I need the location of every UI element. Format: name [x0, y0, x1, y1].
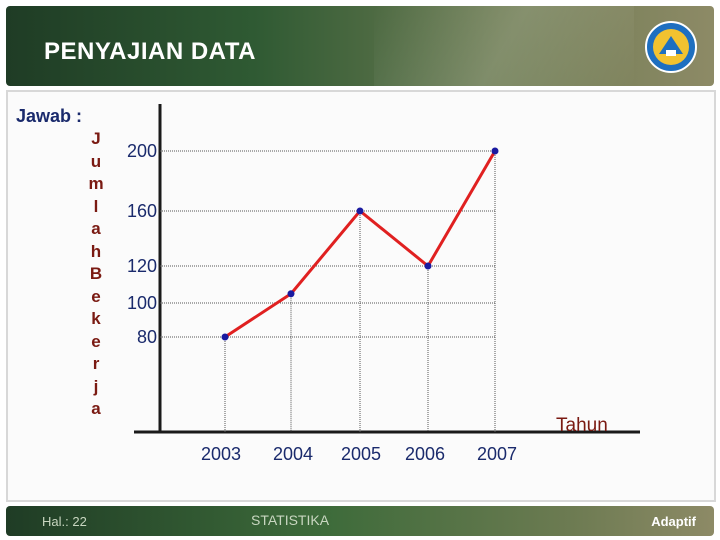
page-title: PENYAJIAN DATA	[44, 38, 256, 65]
header-decoration	[374, 6, 634, 86]
data-point	[491, 147, 499, 155]
y-axis-label-letter: j	[93, 376, 99, 396]
y-axis-label-letter: m	[88, 174, 104, 193]
y-axis-label-letter: h	[90, 241, 102, 261]
footer-bar: Hal.: 22 STATISTIKA Adaptif	[6, 506, 714, 536]
brand-label: Adaptif	[651, 514, 696, 529]
y-axis-label-letter: a	[91, 219, 101, 238]
tut-wuri-handayani-logo-icon	[645, 21, 697, 73]
data-point	[424, 262, 432, 270]
header-bar: PENYAJIAN DATA	[6, 6, 714, 86]
y-axis-label-letter: J	[91, 129, 101, 148]
x-axis-label: Tahun	[556, 415, 608, 436]
data-point	[221, 333, 229, 341]
y-axis-label-letter: l	[93, 196, 99, 216]
data-point	[356, 207, 364, 215]
x-tick-label: 2004	[273, 444, 313, 464]
y-axis-label-letter: r	[92, 354, 100, 373]
y-axis-label-letter: u	[90, 151, 102, 171]
x-tick-label: 2005	[341, 444, 381, 464]
y-tick-label: 200	[127, 141, 157, 161]
x-tick-label: 2007	[477, 444, 517, 464]
y-axis-label-letter: a	[91, 399, 101, 418]
y-axis-label-letter: B	[89, 264, 103, 283]
y-axis-label-letter: e	[91, 331, 101, 351]
answer-label: Jawab :	[16, 106, 83, 126]
y-axis-label-letter: k	[91, 309, 101, 328]
y-tick-label: 80	[137, 327, 157, 347]
x-tick-label: 2006	[405, 444, 445, 464]
x-tick-label: 2003	[201, 444, 241, 464]
page-number: Hal.: 22	[42, 514, 87, 529]
data-point	[287, 290, 295, 298]
y-axis-label-letter: e	[91, 286, 101, 306]
y-tick-label: 120	[127, 256, 157, 276]
y-tick-label: 160	[127, 201, 157, 221]
subject-label: STATISTIKA	[251, 512, 330, 528]
y-tick-label: 100	[127, 293, 157, 313]
